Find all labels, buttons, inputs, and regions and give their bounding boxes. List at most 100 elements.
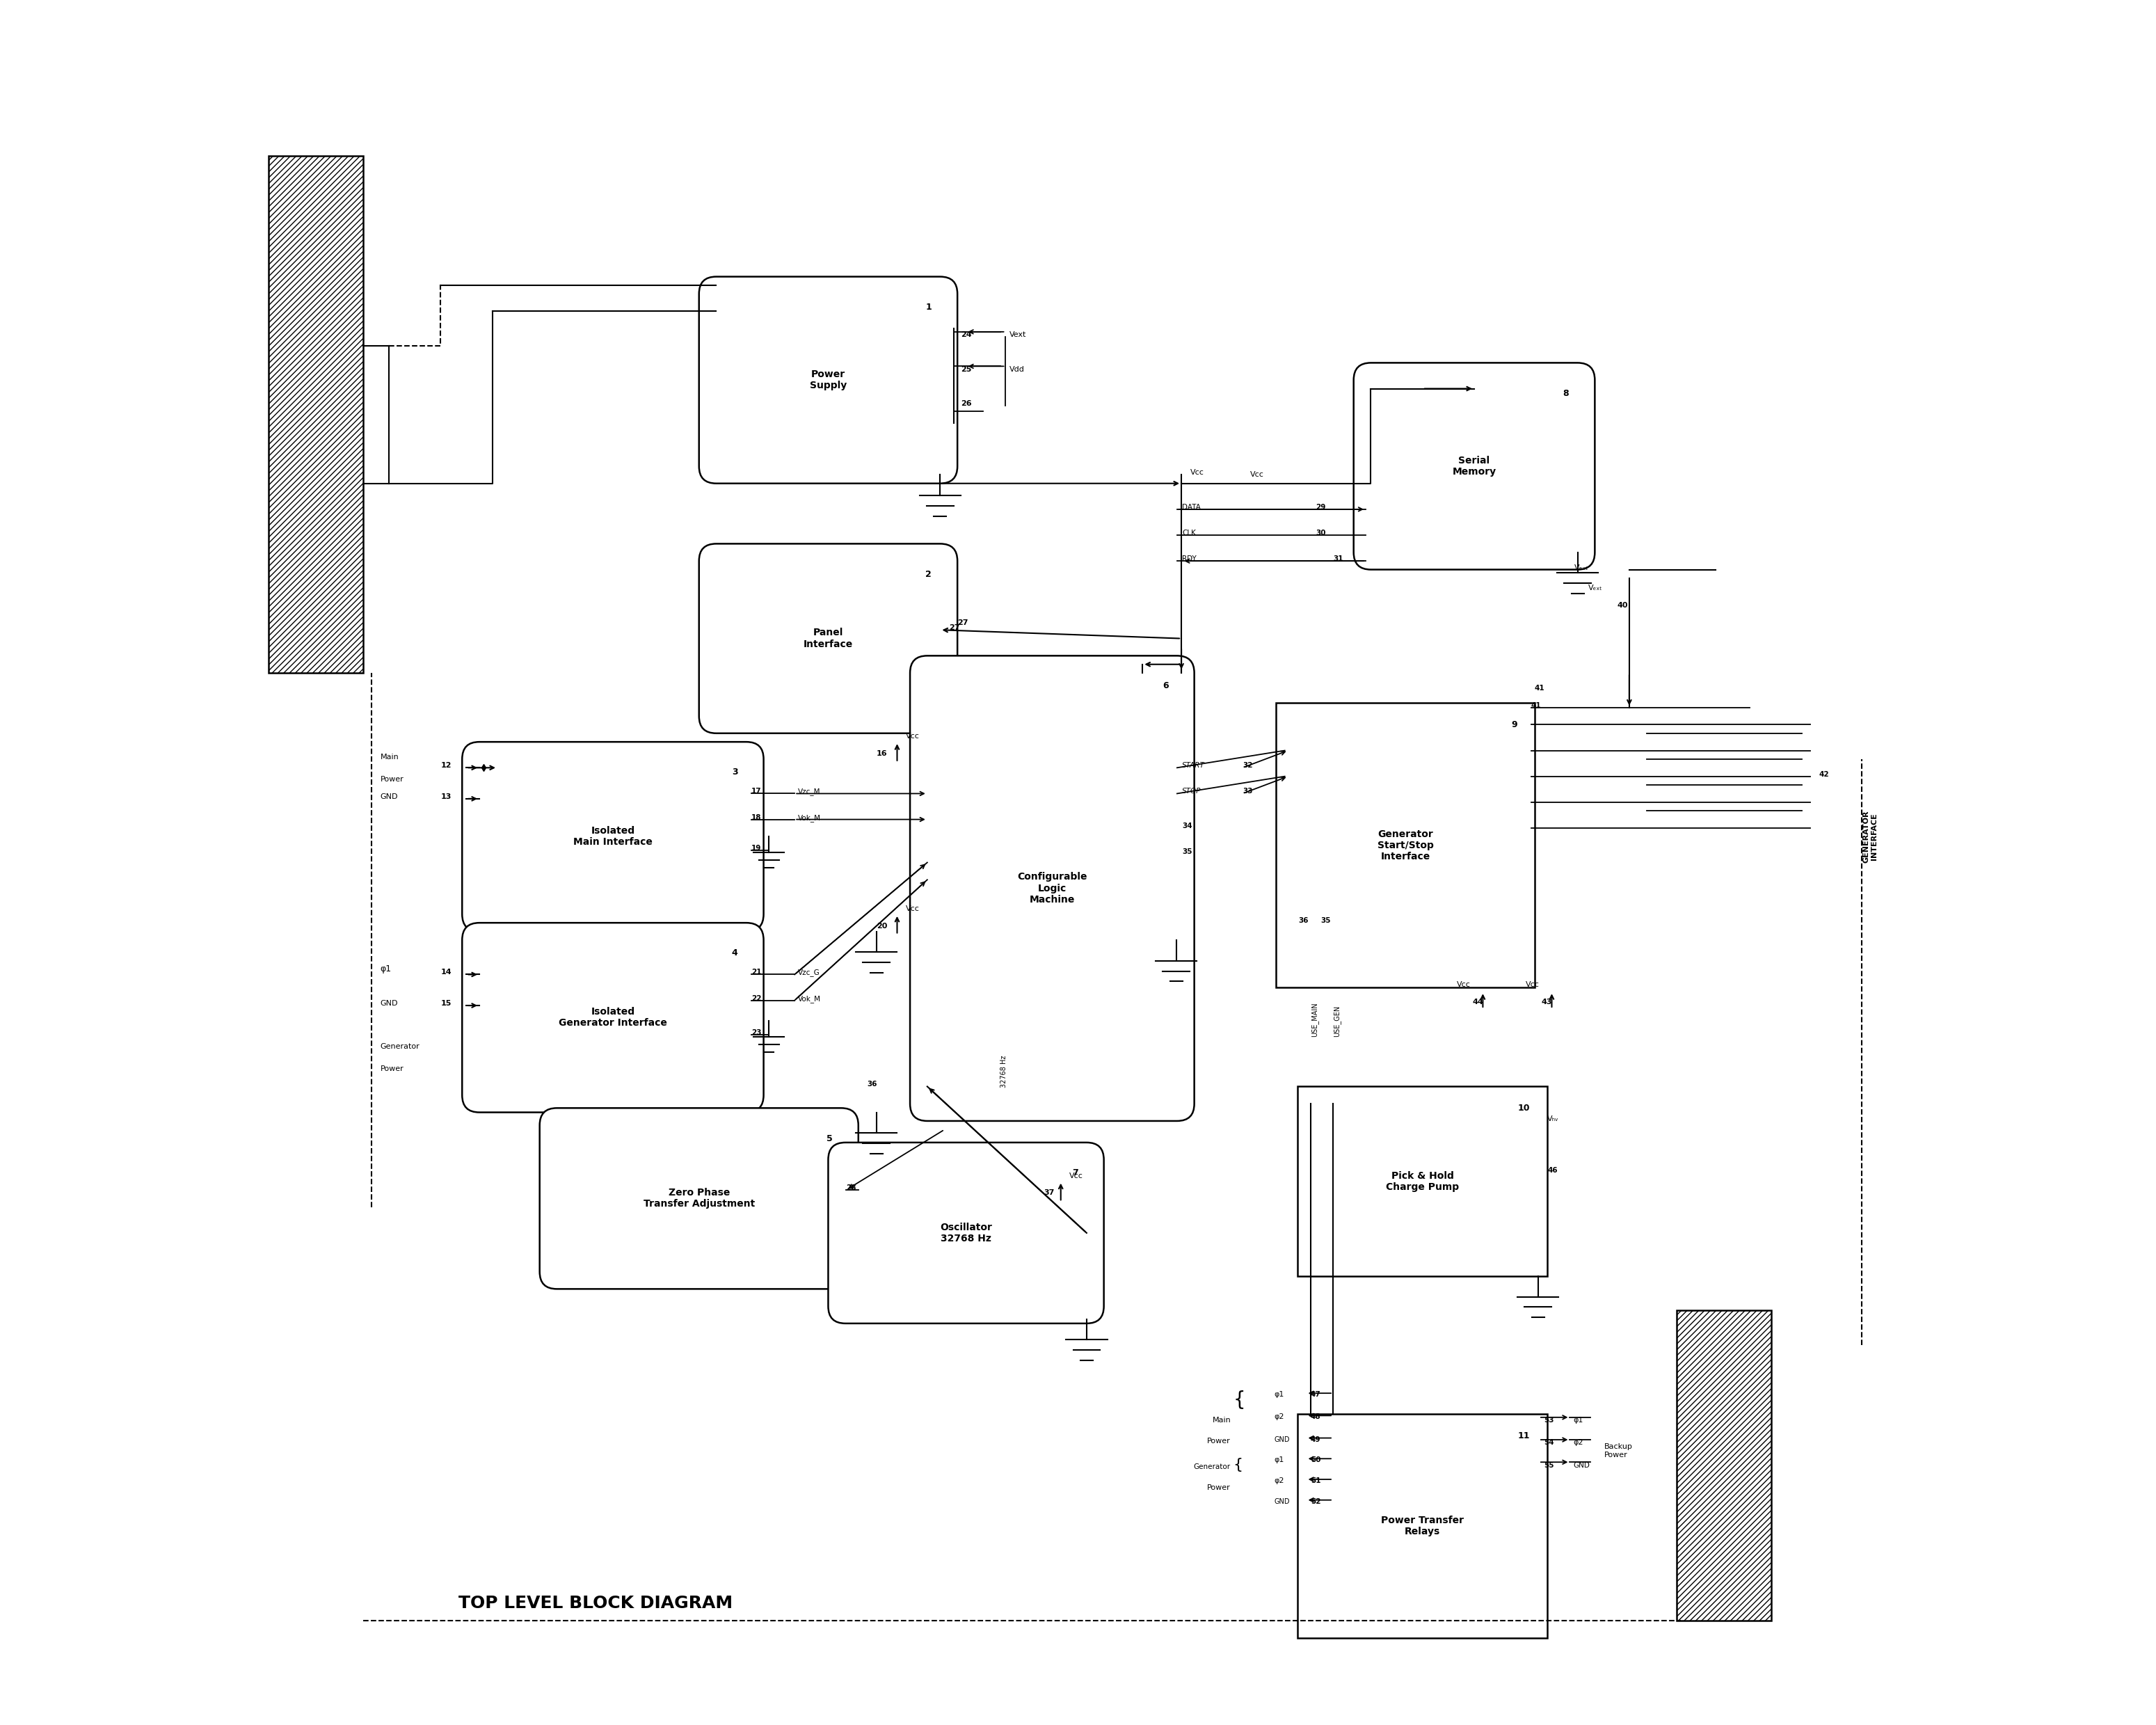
Text: 37: 37 [1044,1190,1054,1197]
Text: Power: Power [1207,1484,1231,1490]
Text: 36: 36 [1298,918,1309,925]
Text: 52: 52 [1311,1497,1322,1504]
Text: 27: 27 [957,619,968,626]
Text: STOP: STOP [1181,788,1201,795]
Text: Oscillator
32768 Hz: Oscillator 32768 Hz [940,1223,992,1244]
Text: Generator: Generator [379,1044,420,1051]
Text: Isolated
Generator Interface: Isolated Generator Interface [558,1007,666,1028]
Text: 35: 35 [1181,849,1192,856]
Text: 34: 34 [1181,823,1192,830]
Bar [267,155,362,673]
Text: 32: 32 [1242,762,1253,769]
FancyBboxPatch shape [1298,1087,1548,1276]
Text: 50: 50 [1311,1456,1322,1463]
Text: {: { [1233,1390,1246,1409]
Text: 54: 54 [1544,1439,1554,1446]
Text: Panel
Interface: Panel Interface [804,628,854,649]
Text: Main: Main [1212,1416,1231,1423]
Text: 32768 Hz: 32768 Hz [1000,1056,1007,1088]
Text: 10: 10 [1518,1104,1531,1113]
Text: Isolated
Main Interface: Isolated Main Interface [573,826,653,847]
Text: Zero Phase
Transfer Adjustment: Zero Phase Transfer Adjustment [642,1189,755,1209]
Text: 1: 1 [925,302,931,312]
Text: GENERATOR
INTERFACE: GENERATOR INTERFACE [1863,811,1878,862]
FancyBboxPatch shape [699,543,957,733]
Text: Configurable
Logic
Machine: Configurable Logic Machine [1018,873,1087,904]
Text: 9: 9 [1511,721,1518,730]
Text: Vext: Vext [1009,331,1026,338]
Bar [1677,1311,1772,1621]
Text: TOP LEVEL BLOCK DIAGRAM: TOP LEVEL BLOCK DIAGRAM [459,1596,733,1611]
Text: START: START [1181,762,1205,769]
Text: 15: 15 [440,1000,451,1007]
Text: 48: 48 [1311,1413,1322,1420]
Text: Vcc: Vcc [1069,1173,1082,1180]
Text: Vzc_G: Vzc_G [798,969,819,976]
Text: GND: GND [1274,1435,1289,1442]
FancyBboxPatch shape [461,742,763,932]
Text: φ2: φ2 [1274,1477,1285,1484]
Text: 8: 8 [1563,388,1570,398]
Text: Vzc_M: Vzc_M [798,788,821,795]
Text: GND: GND [379,794,399,800]
Text: Power: Power [1207,1437,1231,1444]
Text: Pick & Hold
Charge Pump: Pick & Hold Charge Pump [1386,1171,1460,1192]
Text: 47: 47 [1311,1390,1322,1397]
Text: 44: 44 [1473,999,1483,1006]
Text: 30: 30 [1315,530,1326,536]
Text: 14: 14 [440,969,451,976]
Text: 6: 6 [1162,681,1169,690]
FancyBboxPatch shape [910,656,1194,1121]
Text: 4: 4 [731,949,737,957]
Text: 5: 5 [826,1133,832,1144]
Text: 2: 2 [925,569,931,578]
Text: 36: 36 [867,1082,877,1088]
FancyBboxPatch shape [1276,704,1535,987]
Text: Power
Supply: Power Supply [811,369,847,390]
Text: 53: 53 [1544,1416,1554,1423]
Text: 12: 12 [440,762,451,769]
Text: Vcc: Vcc [906,733,921,740]
FancyBboxPatch shape [1354,362,1595,569]
Text: 29: 29 [1315,504,1326,511]
Text: RDY: RDY [1181,555,1197,562]
FancyBboxPatch shape [539,1107,858,1289]
Text: 18: 18 [752,814,761,821]
Text: Power: Power [379,1066,403,1073]
FancyBboxPatch shape [1298,1414,1548,1637]
Text: φ2: φ2 [1274,1413,1285,1420]
Text: Vcc: Vcc [1250,471,1263,478]
Text: GND: GND [1274,1497,1289,1504]
Text: 19: 19 [752,845,761,852]
Text: Vcc: Vcc [1526,982,1539,988]
FancyBboxPatch shape [461,923,763,1113]
Text: Generator: Generator [1194,1463,1231,1470]
Text: φ1: φ1 [1274,1390,1285,1397]
Text: φ1: φ1 [1274,1456,1285,1463]
Text: Backup
Power: Backup Power [1604,1444,1632,1458]
Text: GND: GND [379,1000,399,1007]
Text: 31: 31 [1332,555,1343,562]
Text: 26: 26 [962,400,972,407]
Text: Power: Power [379,776,403,783]
Text: Power Transfer
Relays: Power Transfer Relays [1382,1515,1464,1537]
Text: Vcc: Vcc [1190,469,1203,476]
Text: Generator
Start/Stop
Interface: Generator Start/Stop Interface [1378,830,1434,861]
Text: Vok_M: Vok_M [798,814,821,821]
Text: Serial
Memory: Serial Memory [1453,455,1496,476]
Text: 46: 46 [1548,1168,1557,1175]
Text: φ1: φ1 [379,964,392,973]
Text: 43: 43 [1542,999,1552,1006]
Text: 51: 51 [1311,1477,1322,1484]
Text: Vdd: Vdd [1009,366,1024,373]
FancyBboxPatch shape [699,276,957,483]
Text: 49: 49 [1311,1435,1322,1442]
Text: 17: 17 [752,788,761,795]
Text: Vcc: Vcc [1457,982,1470,988]
Text: 21: 21 [752,969,761,976]
Text: DATA: DATA [1181,504,1201,511]
Text: 22: 22 [752,995,761,1002]
Text: 35: 35 [1322,918,1330,925]
Text: GND: GND [1574,1461,1589,1468]
Text: Vok_M: Vok_M [798,995,821,1002]
